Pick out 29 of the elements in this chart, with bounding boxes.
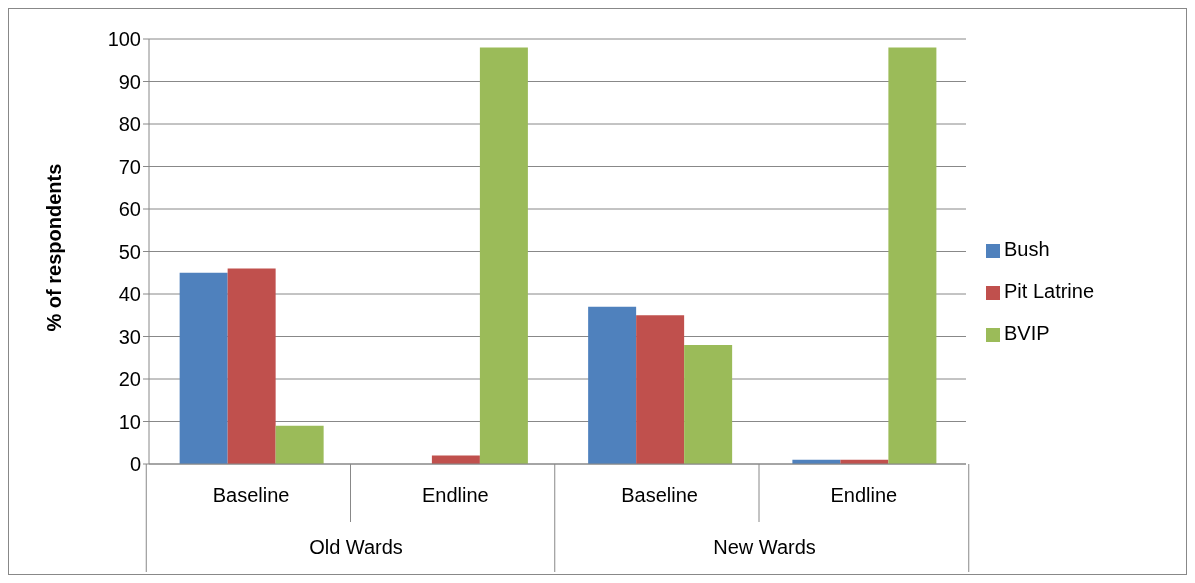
y-tick-label: 90: [118, 70, 141, 93]
y-tick-label: 60: [118, 198, 141, 221]
text: New Wards: [713, 536, 816, 558]
bar: [588, 306, 637, 464]
y-tick-label: 50: [118, 240, 141, 263]
bar: [179, 272, 228, 464]
legend-label: BVIP: [1004, 321, 1050, 344]
y-tick-label: 10: [118, 410, 141, 433]
legend-label: Pit Latrine: [1004, 279, 1095, 302]
y-tick-label: 40: [118, 283, 141, 306]
y-tick-label: 30: [118, 325, 141, 348]
x-tick-label: Endline: [830, 484, 898, 506]
bar: [888, 47, 937, 464]
bar: [636, 315, 685, 464]
y-tick-label: 100: [107, 28, 141, 51]
text: Old Wards: [309, 536, 403, 558]
y-tick-label: 20: [118, 368, 141, 391]
y-axis-title: % of respondents: [43, 163, 66, 332]
bar: [227, 268, 276, 464]
y-tick-label: 80: [118, 113, 141, 136]
y-tick-label: 0: [129, 453, 141, 476]
y-tick-label: 70: [118, 155, 141, 178]
x-tick-label: Baseline: [212, 484, 290, 506]
x-tick-label: Endline: [422, 484, 489, 506]
bar: [275, 425, 324, 464]
x-tick-label: Baseline: [621, 484, 698, 506]
bar: [479, 47, 528, 464]
bar: [684, 345, 733, 464]
legend-label: Bush: [1004, 237, 1050, 260]
